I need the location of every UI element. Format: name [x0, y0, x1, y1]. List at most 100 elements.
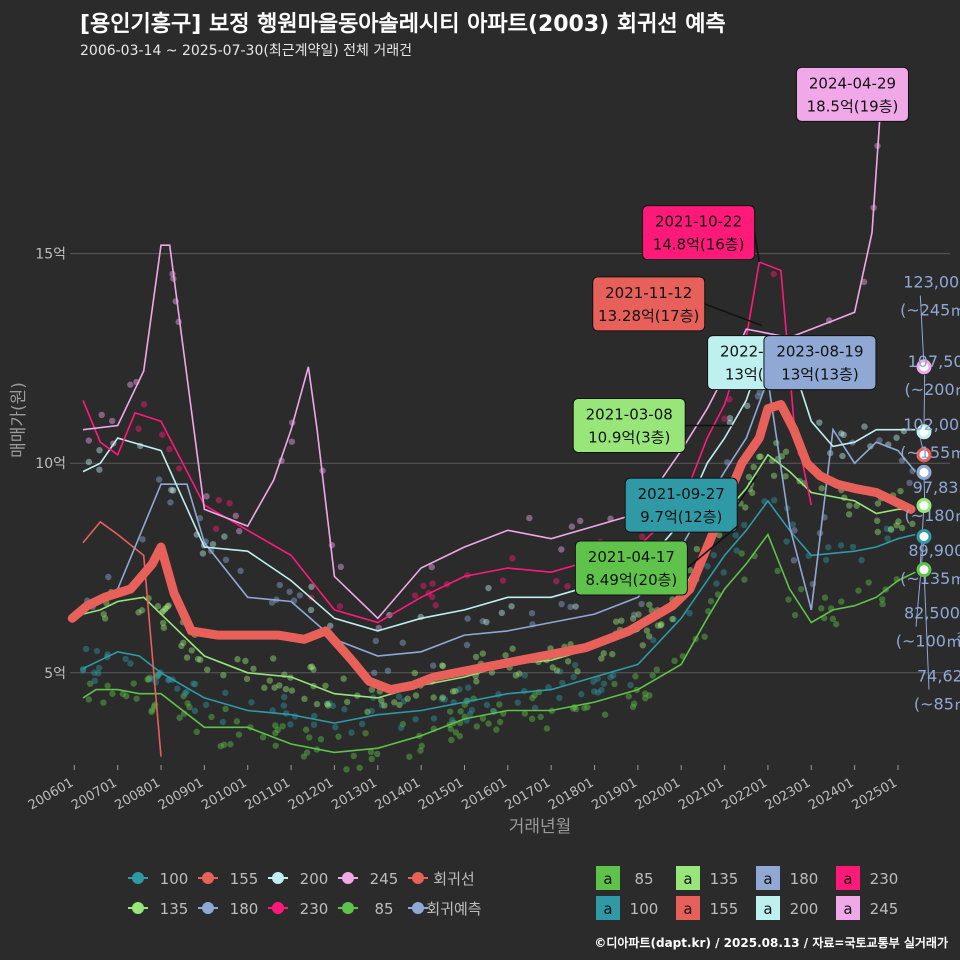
scatter-point-135: [909, 520, 916, 528]
scatter-point-135: [646, 601, 653, 608]
scatter-point-100: [704, 563, 711, 570]
scatter-point-200: [96, 466, 103, 473]
scatter-point-85: [457, 708, 464, 715]
scatter-point-100: [311, 712, 318, 720]
source-credit: ©디아파트(dapt.kr) / 2025.08.13 / 자료=국토교통부 실…: [594, 936, 948, 950]
scatter-point-100: [520, 687, 528, 695]
scatter-point-85: [641, 690, 649, 697]
scatter-point-85: [879, 600, 886, 608]
scatter-point-135: [194, 655, 202, 663]
scatter-point-135: [396, 701, 403, 709]
scatter-point-135: [609, 650, 616, 658]
scatter-point-85: [832, 620, 840, 628]
legend-swatch-155: [676, 896, 700, 920]
scatter-point-180: [567, 603, 574, 611]
annotation-date-135: 2021-03-08: [586, 405, 673, 423]
scatter-point-135: [404, 695, 411, 702]
scatter-point-200: [867, 443, 874, 450]
scatter-point-100: [326, 700, 333, 707]
forecast-point-245: [916, 359, 932, 375]
legend-swatch-135: [676, 866, 700, 890]
legend-swatch-glyph: a: [603, 870, 612, 888]
scatter-point-100: [79, 667, 87, 674]
annotation-text-100: 9.7억(12층): [640, 508, 722, 526]
scatter-point-135: [266, 677, 273, 684]
scatter-point-100: [222, 689, 229, 697]
legend-swatch-230: [836, 866, 860, 890]
scatter-point-85: [146, 674, 153, 681]
scatter-point-100: [91, 669, 98, 676]
forecast-label-135: 89,900: [908, 541, 960, 560]
scatter-point-85: [208, 713, 215, 721]
scatter-point-135: [516, 670, 523, 677]
forecast-point-85: [916, 562, 932, 578]
scatter-point-135: [344, 698, 351, 706]
x-tick-label: 201701: [503, 775, 553, 813]
scatter-point-135: [197, 656, 204, 663]
scatter-point-100: [733, 547, 740, 554]
scatter-point-135: [553, 667, 561, 674]
scatter-point-200: [508, 603, 515, 610]
scatter-point-180: [906, 479, 913, 487]
forecast-layer: 123,000 (~245㎡) 107,500 (~200㎡) 102,000 (~155…: [896, 273, 960, 714]
scatter-point-135: [307, 663, 314, 671]
scatter-point-135: [782, 448, 790, 455]
scatter-point-230: [553, 577, 560, 585]
scatter-point-135: [159, 607, 167, 615]
scatter-point-100: [789, 521, 796, 528]
scatter-point-135: [452, 687, 459, 695]
scatter-point-85: [531, 691, 538, 699]
scatter-point-200: [572, 603, 579, 610]
scatter-point-100: [578, 691, 585, 698]
scatter-point-85: [303, 749, 311, 756]
x-tick-label: 200601: [26, 775, 76, 813]
scatter-point-100: [82, 645, 90, 653]
scatter-point-85: [611, 680, 618, 688]
x-tick-label: 201301: [329, 775, 379, 813]
scatter-point-230: [638, 533, 646, 540]
scatter-point-180: [237, 567, 244, 575]
forecast-leader-100: [915, 536, 925, 627]
scatter-point-100: [280, 702, 288, 709]
scatter-point-180: [463, 641, 471, 649]
scatter-point-200: [221, 533, 228, 540]
scatter-point-100: [190, 680, 197, 687]
scatter-point-180: [791, 527, 798, 534]
x-axis-title: 거래년월: [509, 817, 572, 837]
scatter-point-85: [300, 753, 308, 760]
scatter-point-135: [322, 682, 329, 689]
scatter-point-100: [395, 693, 403, 700]
annotation-text-135: 10.9억(3층): [588, 428, 670, 446]
legend-swatch-label-100: 100: [630, 900, 659, 918]
x-tick-label: 200701: [69, 775, 119, 813]
scatter-point-135: [472, 653, 480, 661]
scatter-point-135: [378, 697, 385, 704]
scatter-point-85: [119, 690, 127, 698]
scatter-point-100: [183, 688, 190, 695]
scatter-point-85: [855, 587, 862, 594]
scatter-point-85: [797, 585, 805, 593]
scatter-point-200: [168, 486, 175, 494]
scatter-point-100: [181, 690, 189, 697]
scatter-point-100: [545, 684, 552, 691]
scatter-point-200: [726, 414, 734, 422]
legend-label-회귀선: 회귀선: [433, 870, 474, 888]
scatter-point-85: [452, 729, 460, 736]
scatter-point-85: [272, 729, 279, 737]
scatter-point-135: [439, 662, 447, 670]
annotation-box-85: [574, 540, 688, 596]
x-tick-label: 201401: [373, 775, 423, 813]
scatter-point-180: [286, 588, 293, 595]
scatter-point-200: [169, 487, 177, 494]
scatter-point-100: [438, 695, 445, 703]
forecast-label-155: (~155㎡): [900, 443, 960, 462]
scatter-point-180: [638, 600, 645, 608]
scatter-point-135: [750, 463, 757, 471]
scatter-point-135: [324, 702, 332, 709]
scatter-point-245: [85, 437, 93, 444]
scatter-point-135: [549, 664, 556, 671]
annotation-box-245: [795, 66, 909, 122]
forecast-point-135: [916, 498, 932, 514]
scatter-point-100: [191, 707, 199, 715]
scatter-point-200: [839, 452, 846, 460]
